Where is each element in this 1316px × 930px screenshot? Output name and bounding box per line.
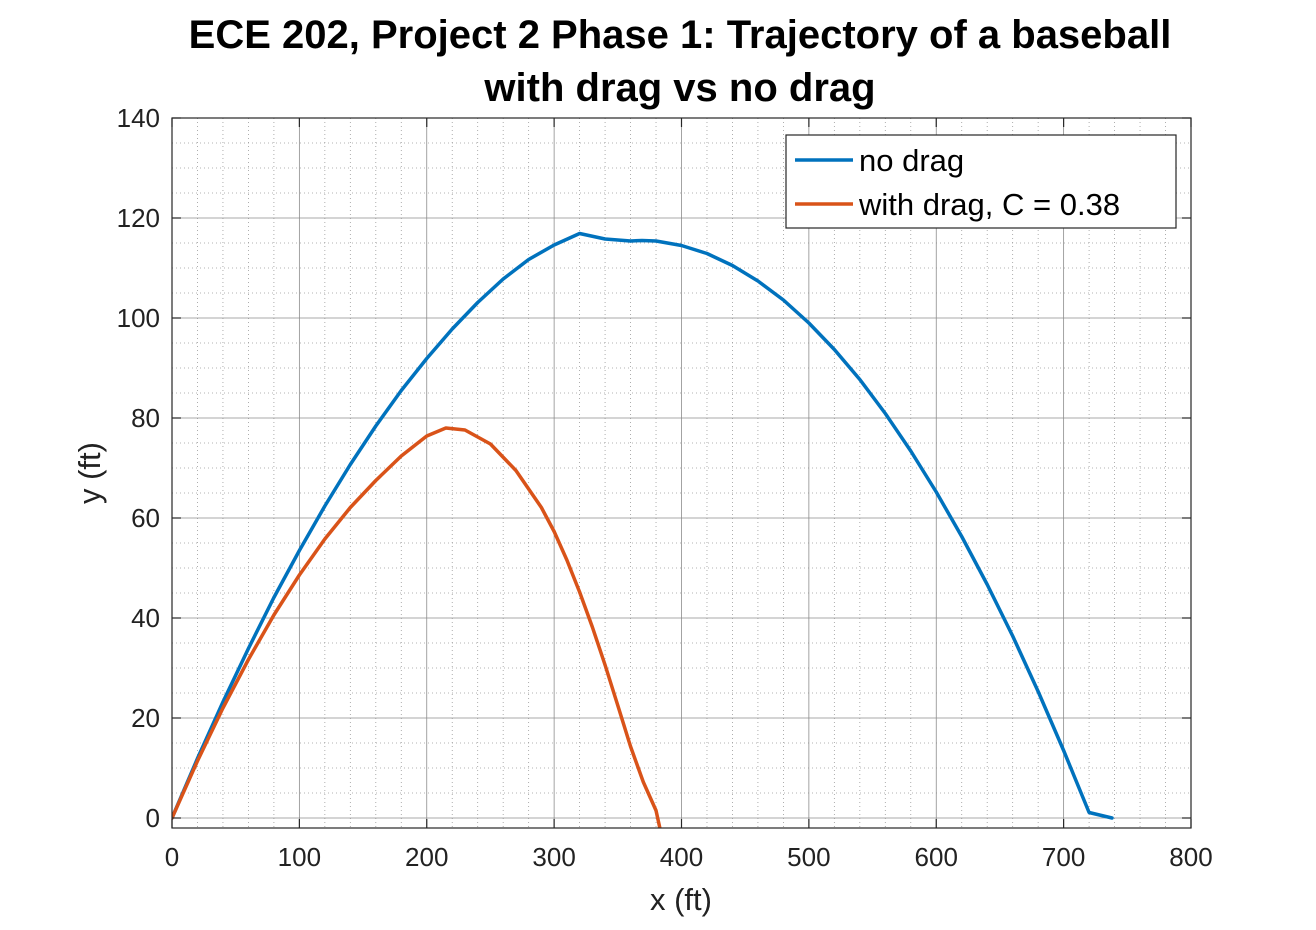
series-line-with-drag [172,426,662,828]
x-tick-label: 500 [787,842,830,872]
x-tick-label: 700 [1042,842,1085,872]
x-tick-label: 800 [1169,842,1212,872]
x-tick-label: 400 [660,842,703,872]
y-tick-label: 40 [131,603,160,633]
y-tick-label: 120 [117,203,160,233]
legend: no drag with drag, C = 0.38 [785,134,1177,229]
x-tick-label: 0 [165,842,179,872]
x-ticks: 0 100 200 300 400 500 600 700 800 [165,118,1213,872]
y-tick-label: 80 [131,403,160,433]
y-tick-label: 100 [117,303,160,333]
chart-title-line-1: ECE 202, Project 2 Phase 1: Trajectory o… [189,13,1172,57]
x-tick-label: 300 [532,842,575,872]
y-ticks: 0 20 40 60 80 100 120 140 [117,103,1191,833]
x-tick-label: 600 [915,842,958,872]
y-tick-label: 60 [131,503,160,533]
y-tick-label: 0 [146,803,160,833]
y-axis-label: y (ft) [72,442,107,504]
legend-label-with-drag: with drag, C = 0.38 [858,187,1120,222]
legend-box [785,134,1177,229]
y-tick-label: 140 [117,103,160,133]
chart-title-line-2: with drag vs no drag [483,66,875,110]
x-tick-label: 100 [278,842,321,872]
series-line-no-drag [172,231,1114,820]
x-tick-label: 200 [405,842,448,872]
y-tick-label: 20 [131,703,160,733]
x-axis-label: x (ft) [650,882,712,917]
legend-label-no-drag: no drag [859,143,964,178]
series-lines [172,231,1114,828]
